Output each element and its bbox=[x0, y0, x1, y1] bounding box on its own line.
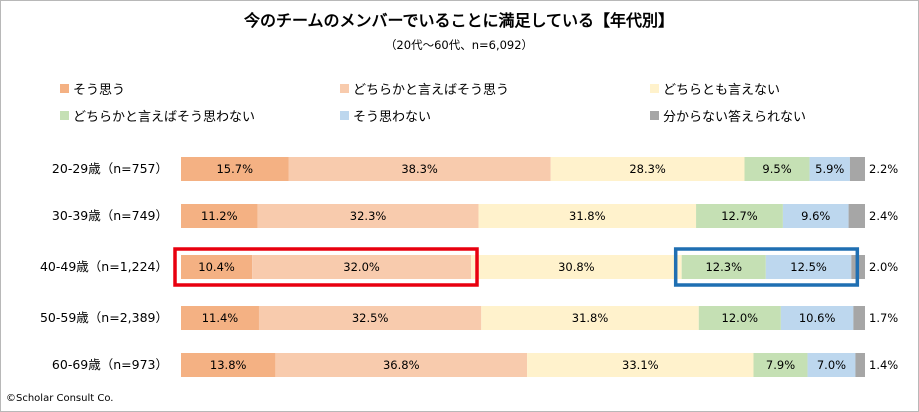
value-label-r1-s1: 32.3% bbox=[350, 209, 387, 223]
value-label-r3-s0: 11.4% bbox=[202, 311, 239, 325]
value-label-r1-s5: 2.4% bbox=[869, 209, 898, 223]
value-label-r0-s0: 15.7% bbox=[216, 162, 253, 176]
row-label-4: 60-69歳（n=973） bbox=[52, 357, 168, 372]
value-label-r1-s4: 9.6% bbox=[801, 209, 830, 223]
bar-segment-r0-s5 bbox=[849, 157, 865, 181]
chart-subtitle: （20代〜60代、n=6,092） bbox=[385, 38, 533, 52]
bar-segment-r3-s4 bbox=[780, 306, 854, 330]
legend-swatch-1 bbox=[340, 84, 349, 93]
value-label-r3-s5: 1.7% bbox=[869, 311, 898, 325]
value-label-r4-s3: 7.9% bbox=[766, 358, 795, 372]
bar-segment-r2-s4 bbox=[765, 255, 852, 279]
chart-title: 今のチームのメンバーでいることに満足している【年代別】 bbox=[243, 11, 674, 30]
value-label-r1-s0: 11.2% bbox=[201, 209, 238, 223]
value-label-r1-s2: 31.8% bbox=[569, 209, 606, 223]
bar-segment-r1-s2 bbox=[478, 204, 697, 228]
value-label-r1-s3: 12.7% bbox=[721, 209, 758, 223]
value-label-r3-s4: 10.6% bbox=[799, 311, 836, 325]
value-label-r4-s5: 1.4% bbox=[869, 358, 898, 372]
bar-segment-r3-s1 bbox=[258, 306, 482, 330]
value-label-r0-s5: 2.2% bbox=[869, 162, 898, 176]
value-label-r2-s3: 12.3% bbox=[705, 260, 742, 274]
copyright-text: ©Scholar Consult Co. bbox=[6, 393, 113, 404]
bar-segment-r4-s3 bbox=[753, 353, 808, 377]
legend-swatch-3 bbox=[60, 111, 69, 120]
value-label-r4-s0: 13.8% bbox=[210, 358, 247, 372]
bar-segment-r1-s0 bbox=[181, 204, 258, 228]
bar-segment-r3-s5 bbox=[853, 306, 865, 330]
value-label-r2-s5: 2.0% bbox=[869, 260, 898, 274]
bar-segment-r0-s0 bbox=[181, 157, 289, 181]
value-label-r3-s2: 31.8% bbox=[572, 311, 609, 325]
bar-segment-r4-s2 bbox=[527, 353, 754, 377]
legend-swatch-4 bbox=[340, 111, 349, 120]
legend-label-0: そう思う bbox=[73, 83, 125, 98]
value-label-r0-s3: 9.5% bbox=[762, 162, 791, 176]
bar-segment-r4-s0 bbox=[181, 353, 276, 377]
bar-segment-r1-s4 bbox=[782, 204, 849, 228]
bar-segment-r0-s3 bbox=[744, 157, 810, 181]
legend-label-1: どちらかと言えばそう思う bbox=[353, 83, 509, 98]
row-label-1: 30-39歳（n=749） bbox=[52, 208, 168, 223]
legend-label-4: そう思わない bbox=[353, 110, 431, 125]
bar-segment-r3-s3 bbox=[698, 306, 781, 330]
row-label-3: 50-59歳（n=2,389） bbox=[40, 310, 168, 325]
value-label-r2-s4: 12.5% bbox=[790, 260, 827, 274]
bar-segment-r2-s3 bbox=[681, 255, 766, 279]
bar-segment-r4-s5 bbox=[855, 353, 865, 377]
legend-label-2: どちらとも言えない bbox=[663, 83, 780, 98]
value-label-r2-s1: 32.0% bbox=[343, 260, 380, 274]
plot-area: 20-29歳（n=757） 15.7% 38.3% 28.3% 9.5% 5.9% 2.2%… bbox=[40, 157, 898, 377]
legend-swatch-2 bbox=[650, 84, 659, 93]
bar-segment-r2-s2 bbox=[471, 255, 682, 279]
row-label-2: 40-49歳（n=1,224） bbox=[40, 259, 168, 274]
bar-segment-r1-s3 bbox=[696, 204, 783, 228]
value-label-r0-s1: 38.3% bbox=[401, 162, 438, 176]
bar-segment-r0-s1 bbox=[288, 157, 551, 181]
bar-segment-r4-s1 bbox=[275, 353, 528, 377]
bar-segment-r0-s2 bbox=[550, 157, 745, 181]
bar-segment-r3-s0 bbox=[181, 306, 259, 330]
row-label-0: 20-29歳（n=757） bbox=[52, 161, 168, 176]
value-label-r0-s2: 28.3% bbox=[629, 162, 666, 176]
legend-label-5: 分からない答えられない bbox=[663, 109, 806, 125]
legend-label-3: どちらかと言えばそう思わない bbox=[73, 110, 255, 125]
value-label-r0-s4: 5.9% bbox=[815, 162, 844, 176]
bar-segment-r1-s5 bbox=[848, 204, 865, 228]
bar-segment-r0-s4 bbox=[809, 157, 850, 181]
value-label-r3-s1: 32.5% bbox=[352, 311, 389, 325]
value-label-r4-s1: 36.8% bbox=[383, 358, 420, 372]
bar-segment-r2-s0 bbox=[181, 255, 253, 279]
bar-segment-r3-s2 bbox=[481, 306, 699, 330]
value-label-r2-s0: 10.4% bbox=[198, 260, 235, 274]
bar-segment-r2-s1 bbox=[252, 255, 472, 279]
value-label-r4-s4: 7.0% bbox=[817, 358, 846, 372]
legend-swatch-0 bbox=[60, 84, 69, 93]
highlight-box-0 bbox=[173, 247, 479, 287]
value-label-r2-s2: 30.8% bbox=[558, 260, 595, 274]
value-label-r4-s2: 33.1% bbox=[622, 358, 659, 372]
bar-segment-r1-s1 bbox=[257, 204, 479, 228]
legend-swatch-5 bbox=[650, 111, 659, 120]
value-label-r3-s3: 12.0% bbox=[722, 311, 759, 325]
highlight-box-1 bbox=[673, 247, 860, 287]
bar-segment-r4-s4 bbox=[807, 353, 856, 377]
